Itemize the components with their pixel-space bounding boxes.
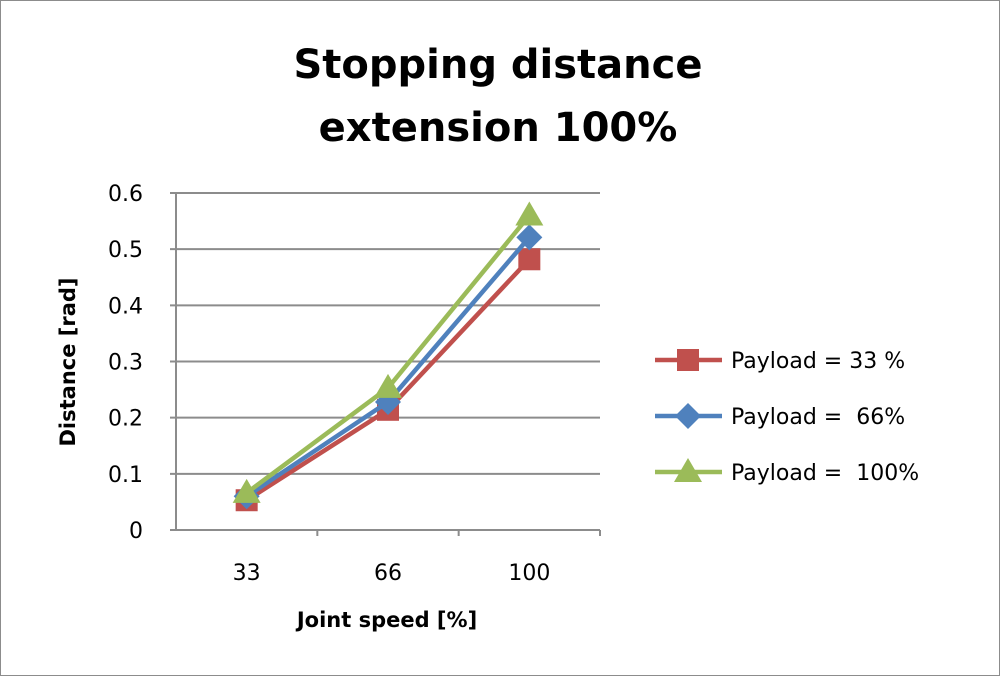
square-marker [518, 248, 541, 271]
legend-label: Payload = 100% [731, 461, 919, 486]
x-tick-label: 66 [374, 561, 402, 586]
series-line [245, 214, 532, 495]
series-line [245, 235, 532, 499]
diamond-marker [675, 403, 701, 429]
y-tick-label: 0.3 [108, 351, 143, 376]
y-tick-label: 0 [129, 519, 143, 544]
triangle-marker [515, 201, 544, 226]
y-axis-label: Distance [rad] [56, 277, 80, 446]
x-axis-label: Joint speed [%] [295, 608, 477, 632]
legend-item: Payload = 100% [655, 458, 919, 486]
y-tick-label: 0.2 [108, 407, 143, 432]
chart-title-line-1: Stopping distance [293, 42, 702, 88]
chart-title-line-2: extension 100% [319, 105, 678, 151]
series-3 [232, 201, 544, 503]
triangle-marker [674, 458, 702, 482]
triangle-marker [232, 478, 261, 503]
legend-item: Payload = 33 % [655, 349, 905, 374]
y-tick-label: 0.5 [108, 238, 143, 263]
x-tick-label: 33 [233, 561, 261, 586]
legend-label: Payload = 33 % [731, 349, 905, 374]
y-tick-label: 0.6 [108, 182, 143, 207]
x-tick-label: 100 [508, 561, 550, 586]
triangle-marker [374, 373, 402, 398]
y-tick-label: 0.4 [108, 294, 143, 319]
y-tick-label: 0.1 [108, 463, 143, 488]
square-marker [677, 349, 699, 371]
legend-label: Payload = 66% [731, 405, 905, 430]
legend-item: Payload = 66% [655, 403, 905, 430]
diamond-marker [516, 224, 543, 251]
